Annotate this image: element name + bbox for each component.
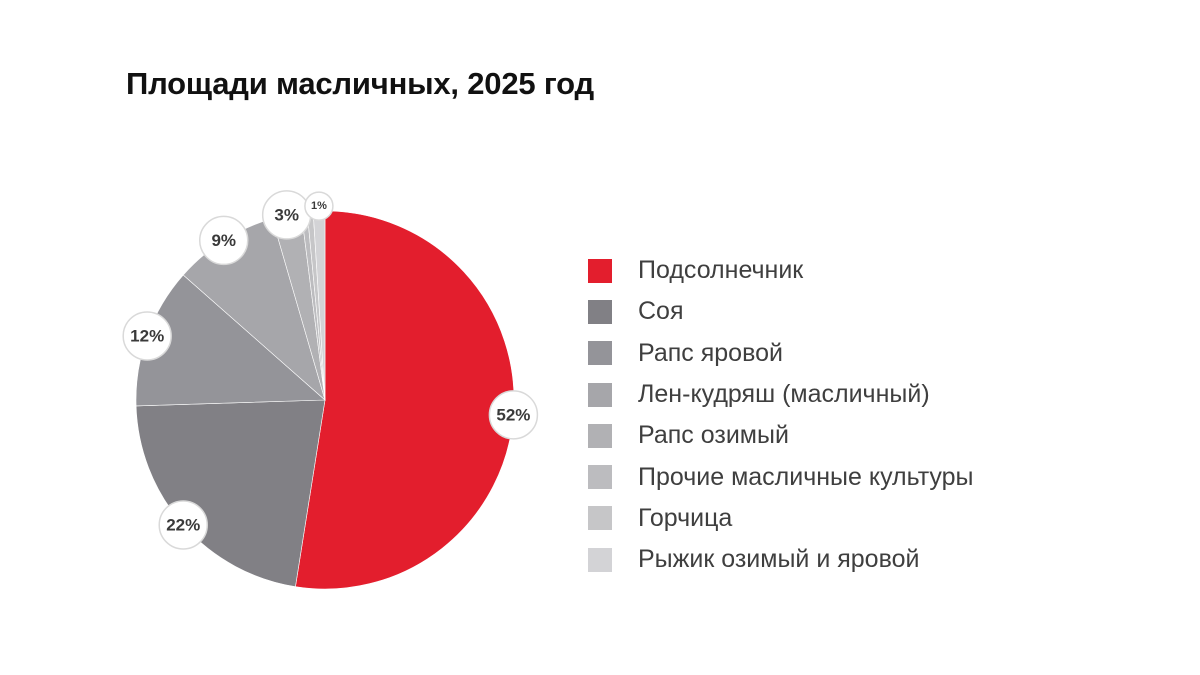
legend-label: Подсолнечник (638, 256, 804, 285)
data-label: 9% (211, 231, 236, 250)
legend-swatch (588, 258, 612, 283)
legend-item: Соя (588, 291, 974, 332)
legend-label: Рыжик озимый и яровой (638, 545, 920, 574)
legend-item: Рыжик озимый и яровой (588, 539, 974, 580)
legend-swatch (588, 341, 612, 366)
pie-data-labels: 52% 22% 12% 9% 3% 1% (122, 190, 539, 550)
pie-slices (135, 210, 515, 590)
legend-swatch (588, 547, 612, 572)
pie-slice (295, 210, 515, 590)
legend-label: Рапс яровой (638, 338, 783, 367)
legend-label: Лен-кудряш (масличный) (638, 380, 930, 409)
legend-item: Прочие масличные культуры (588, 456, 974, 497)
legend-item: Рапс яровой (588, 333, 974, 374)
data-label-bubble (198, 215, 249, 266)
legend-swatch (588, 382, 612, 407)
legend-swatch (588, 506, 612, 531)
legend-item: Лен-кудряш (масличный) (588, 374, 974, 415)
legend-swatch (588, 423, 612, 448)
data-label-bubble (304, 191, 334, 221)
data-label-bubble (122, 311, 172, 361)
legend-label: Рапс озимый (638, 421, 789, 450)
pie-slice (135, 399, 326, 588)
data-label: 12% (130, 326, 164, 345)
data-label: 52% (496, 405, 530, 424)
chart-legend: Подсолнечник Соя Рапс яровой Лен-кудряш (ма… (588, 250, 974, 580)
legend-label: Горчица (638, 503, 733, 532)
chart-title: Площади масличных, 2025 год (126, 66, 594, 101)
legend-item: Рапс озимый (588, 415, 974, 456)
legend-label: Прочие масличные культуры (638, 462, 974, 491)
legend-item: Горчица (588, 498, 974, 539)
legend-item: Подсолнечник (588, 250, 974, 291)
data-label-bubble (158, 500, 208, 550)
data-label: 3% (274, 205, 299, 224)
data-label: 1% (311, 200, 327, 212)
legend-swatch (588, 299, 612, 324)
data-label: 22% (166, 515, 200, 534)
legend-swatch (588, 465, 612, 490)
data-label-bubble (488, 390, 539, 440)
legend-label: Соя (638, 297, 684, 326)
